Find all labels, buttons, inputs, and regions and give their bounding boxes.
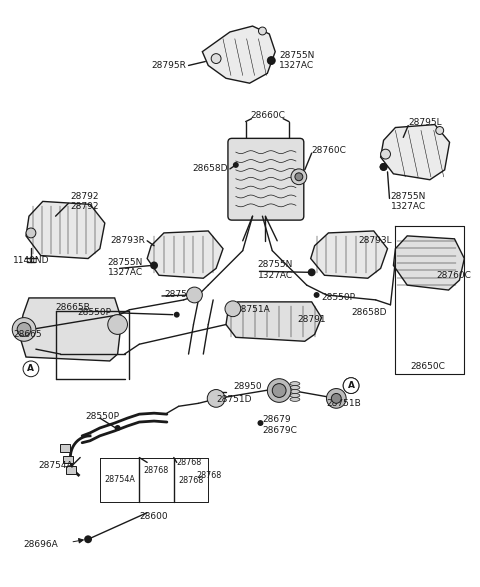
Circle shape — [233, 162, 239, 168]
Text: 28755N
1327AC: 28755N 1327AC — [279, 50, 314, 70]
Text: 1140ND: 1140ND — [13, 256, 50, 265]
Circle shape — [23, 361, 39, 377]
FancyBboxPatch shape — [60, 444, 71, 451]
Circle shape — [115, 425, 120, 431]
Text: 28768: 28768 — [196, 471, 222, 480]
Text: 28768: 28768 — [144, 466, 168, 475]
Text: 28550P: 28550P — [322, 294, 356, 302]
Text: 28768: 28768 — [177, 458, 202, 467]
Circle shape — [26, 228, 36, 238]
Text: 28665B: 28665B — [56, 303, 90, 312]
Text: 28550P: 28550P — [78, 308, 112, 317]
Circle shape — [295, 173, 303, 181]
Text: 28755N
1327AC: 28755N 1327AC — [257, 261, 293, 280]
Polygon shape — [394, 236, 464, 290]
Text: 28751A: 28751A — [164, 291, 199, 299]
Text: 28755N
1327AC: 28755N 1327AC — [108, 258, 143, 277]
Polygon shape — [311, 231, 387, 278]
Circle shape — [108, 315, 128, 335]
Circle shape — [381, 149, 390, 159]
Circle shape — [267, 56, 275, 65]
Circle shape — [326, 389, 346, 408]
Text: 28658D: 28658D — [192, 164, 228, 173]
Text: 28760C: 28760C — [312, 146, 347, 155]
Text: 28679
28679C: 28679 28679C — [263, 415, 297, 435]
Circle shape — [343, 377, 359, 393]
Circle shape — [174, 312, 180, 318]
Text: 28696A: 28696A — [23, 539, 58, 549]
Circle shape — [17, 323, 31, 336]
Polygon shape — [381, 124, 450, 180]
Text: 28751B: 28751B — [326, 399, 361, 408]
Circle shape — [150, 261, 158, 269]
Circle shape — [257, 420, 264, 426]
Circle shape — [268, 57, 275, 64]
Circle shape — [211, 53, 221, 63]
Text: 28751A: 28751A — [236, 305, 271, 314]
Text: 28755N
1327AC: 28755N 1327AC — [390, 191, 426, 211]
Text: 28768: 28768 — [179, 475, 204, 485]
Ellipse shape — [290, 382, 300, 386]
Text: 28795L: 28795L — [408, 118, 442, 127]
Text: A: A — [348, 381, 355, 390]
FancyBboxPatch shape — [66, 466, 76, 474]
Polygon shape — [226, 302, 322, 341]
Circle shape — [380, 163, 387, 171]
Ellipse shape — [290, 397, 300, 402]
Text: 28793L: 28793L — [358, 237, 392, 245]
Circle shape — [225, 301, 241, 316]
Text: A: A — [348, 381, 355, 390]
Ellipse shape — [290, 393, 300, 397]
Text: 28795R: 28795R — [152, 61, 187, 70]
Circle shape — [308, 268, 316, 276]
Circle shape — [267, 379, 291, 402]
Circle shape — [343, 377, 359, 393]
Circle shape — [258, 27, 266, 35]
Polygon shape — [19, 298, 121, 361]
Text: 28658D: 28658D — [351, 308, 386, 317]
Circle shape — [12, 318, 36, 341]
Circle shape — [272, 384, 286, 397]
Text: 28792
28792: 28792 28792 — [71, 191, 99, 211]
Text: 28760C: 28760C — [437, 271, 472, 280]
Circle shape — [436, 127, 444, 134]
Circle shape — [84, 535, 92, 543]
Text: 28600: 28600 — [139, 512, 168, 521]
FancyBboxPatch shape — [63, 456, 73, 463]
Polygon shape — [26, 201, 105, 258]
Text: 28793R: 28793R — [110, 237, 145, 245]
Circle shape — [313, 292, 320, 298]
Text: 28754A: 28754A — [39, 461, 73, 470]
FancyBboxPatch shape — [228, 139, 304, 220]
Ellipse shape — [290, 390, 300, 393]
Circle shape — [380, 163, 387, 171]
Circle shape — [331, 393, 341, 403]
Text: 28754A: 28754A — [104, 475, 135, 484]
Text: 28751D: 28751D — [216, 395, 252, 404]
Text: 28665: 28665 — [13, 330, 42, 339]
Ellipse shape — [290, 386, 300, 390]
Polygon shape — [203, 26, 275, 83]
Circle shape — [207, 390, 225, 407]
Text: 28660C: 28660C — [250, 111, 285, 120]
Polygon shape — [147, 231, 223, 278]
Text: 28791: 28791 — [297, 315, 325, 324]
Circle shape — [291, 169, 307, 185]
Circle shape — [187, 287, 203, 303]
Text: A: A — [27, 365, 35, 373]
Text: 28650C: 28650C — [410, 362, 445, 372]
Text: 28950: 28950 — [234, 382, 263, 391]
Text: 28550P: 28550P — [85, 411, 119, 421]
